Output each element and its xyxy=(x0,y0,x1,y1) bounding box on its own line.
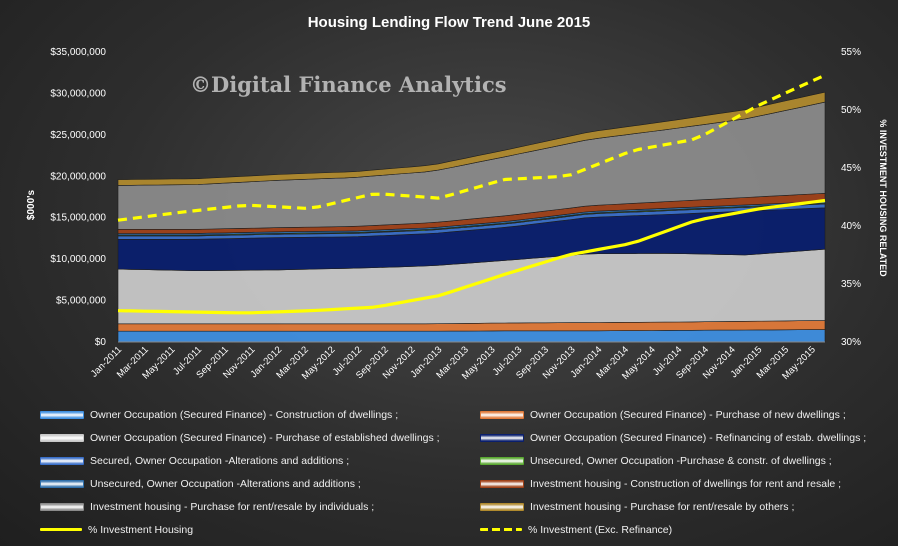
y-tick-label: $5,000,000 xyxy=(56,296,106,307)
legend-item: Owner Occupation (Secured Finance) - Con… xyxy=(40,403,480,426)
y-tick-label: $35,000,000 xyxy=(50,47,106,58)
chart-legend: Owner Occupation (Secured Finance) - Con… xyxy=(40,403,880,541)
y2-tick-label: 35% xyxy=(841,279,861,290)
legend-swatch xyxy=(40,479,84,488)
legend-swatch xyxy=(480,410,524,419)
legend-label: Unsecured, Owner Occupation -Alterations… xyxy=(90,477,361,490)
legend-label: Secured, Owner Occupation -Alterations a… xyxy=(90,454,350,467)
legend-item: Investment housing - Purchase for rent/r… xyxy=(480,495,880,518)
y-axis-ticks: $0 $5,000,000 $10,000,000 $15,000,000 $20,00… xyxy=(50,47,106,348)
y-tick-label: $25,000,000 xyxy=(50,130,106,141)
y-tick-label: $30,000,000 xyxy=(50,88,106,99)
legend-swatch xyxy=(40,502,84,511)
y2-tick-label: 30% xyxy=(841,337,861,348)
investment-housing-line xyxy=(117,198,826,315)
y2-tick-label: 40% xyxy=(841,221,861,232)
legend-item: Unsecured, Owner Occupation -Alterations… xyxy=(40,472,480,495)
legend-item: Owner Occupation (Secured Finance) - Ref… xyxy=(480,426,880,449)
watermark-text: ©Digital Finance Analytics xyxy=(190,72,507,97)
y-tick-label: $15,000,000 xyxy=(50,213,106,224)
x-axis-ticks: Jan-2011Mar-2011May-2011Jul-2011Sep-2011… xyxy=(89,344,818,382)
legend-item: Owner Occupation (Secured Finance) - Pur… xyxy=(40,426,480,449)
legend-label: Owner Occupation (Secured Finance) - Ref… xyxy=(530,431,867,444)
y-tick-label: $20,000,000 xyxy=(50,171,106,182)
legend-item: Investment housing - Construction of dwe… xyxy=(480,472,880,495)
legend-label: Owner Occupation (Secured Finance) - Pur… xyxy=(530,408,846,421)
y2-tick-label: 55% xyxy=(841,47,861,58)
legend-swatch xyxy=(480,433,524,442)
legend-item: % Investment (Exc. Refinance) xyxy=(480,518,880,541)
y-tick-label: $0 xyxy=(95,337,107,348)
legend-item: Investment housing - Purchase for rent/r… xyxy=(40,495,480,518)
legend-swatch xyxy=(40,410,84,419)
y2-tick-label: 50% xyxy=(841,105,861,116)
legend-label: Investment housing - Purchase for rent/r… xyxy=(90,500,375,513)
legend-swatch xyxy=(480,479,524,488)
legend-swatch xyxy=(480,456,524,465)
legend-swatch xyxy=(480,528,522,531)
y2-axis-label: % INVESTMENT HOUSING RELATED xyxy=(878,119,888,277)
legend-label: % Investment Housing xyxy=(88,523,194,536)
legend-label: Owner Occupation (Secured Finance) - Con… xyxy=(90,408,399,421)
chart-svg: Housing Lending Flow Trend June 2015 $0$… xyxy=(26,14,888,382)
legend-item: Owner Occupation (Secured Finance) - Pur… xyxy=(480,403,880,426)
investment-exc-refinance-line xyxy=(117,73,826,222)
legend-swatch xyxy=(480,502,524,511)
legend-swatch xyxy=(40,528,82,531)
y2-tick-label: 45% xyxy=(841,163,861,174)
legend-swatch xyxy=(40,433,84,442)
percentage-lines xyxy=(117,73,826,343)
y2-axis-ticks: 30% 35% 40% 45% 50% 55% xyxy=(841,47,861,348)
legend-label: Investment housing - Construction of dwe… xyxy=(530,477,842,490)
legend-label: Investment housing - Purchase for rent/r… xyxy=(530,500,795,513)
legend-item: Unsecured, Owner Occupation -Purchase & … xyxy=(480,449,880,472)
legend-item: % Investment Housing xyxy=(40,518,480,541)
legend-label: Unsecured, Owner Occupation -Purchase & … xyxy=(530,454,832,467)
area-series xyxy=(117,91,826,186)
legend-swatch xyxy=(40,456,84,465)
chart-title: Housing Lending Flow Trend June 2015 xyxy=(308,14,591,31)
y-axis-label: $000's xyxy=(26,189,37,220)
legend-label: % Investment (Exc. Refinance) xyxy=(528,523,673,536)
legend-item: Secured, Owner Occupation -Alterations a… xyxy=(40,449,480,472)
legend-label: Owner Occupation (Secured Finance) - Pur… xyxy=(90,431,440,444)
y-tick-label: $10,000,000 xyxy=(50,254,106,265)
